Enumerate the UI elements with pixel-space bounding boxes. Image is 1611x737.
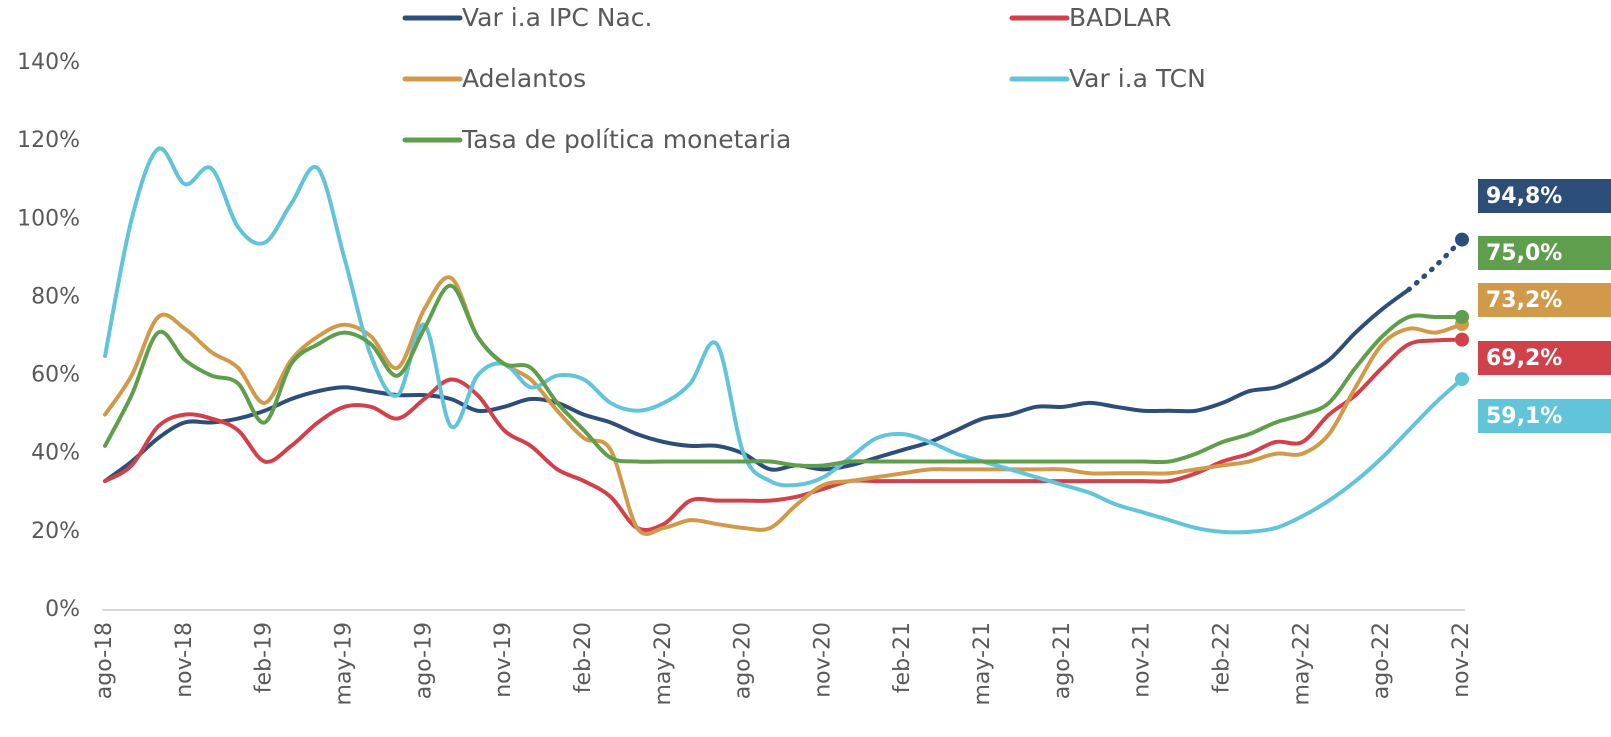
x-tick-label: ago-22 xyxy=(1369,622,1394,699)
y-tick-label: 140% xyxy=(17,50,80,75)
value-label: 73,2% xyxy=(1486,288,1562,313)
y-tick-label: 100% xyxy=(17,206,80,231)
value-label-box xyxy=(1478,341,1611,375)
value-label-box xyxy=(1478,283,1611,317)
value-label-box xyxy=(1478,179,1611,213)
x-tick-label: nov-18 xyxy=(172,622,197,698)
x-tick-label: ago-18 xyxy=(92,622,117,699)
x-tick-label: feb-19 xyxy=(252,622,277,693)
y-tick-label: 80% xyxy=(31,284,80,309)
y-tick-label: 60% xyxy=(31,363,80,388)
series-line xyxy=(103,337,1464,532)
x-tick-label: ago-20 xyxy=(731,622,756,699)
y-tick-label: 20% xyxy=(31,519,80,544)
x-tick-label: may-21 xyxy=(970,622,995,705)
series-line xyxy=(103,275,1464,537)
value-label: 75,0% xyxy=(1486,241,1562,266)
y-tick-label: 0% xyxy=(45,597,80,622)
x-tick-label: nov-21 xyxy=(1130,622,1155,698)
value-label-box xyxy=(1478,236,1611,270)
series-line xyxy=(103,283,1464,468)
legend-label: Var i.a TCN xyxy=(1069,64,1206,93)
end-point xyxy=(1455,309,1469,324)
legend-label: Tasa de política monetaria xyxy=(461,125,791,154)
series-line xyxy=(103,287,1411,484)
x-tick-label: feb-22 xyxy=(1210,622,1235,693)
x-tick-label: may-20 xyxy=(651,622,676,705)
x-tick-label: may-22 xyxy=(1289,622,1314,705)
x-tick-label: nov-22 xyxy=(1449,622,1474,698)
legend-label: Var i.a IPC Nac. xyxy=(462,3,652,32)
x-tick-label: feb-20 xyxy=(571,622,596,693)
y-tick-label: 40% xyxy=(31,441,80,466)
x-tick-label: nov-19 xyxy=(491,622,516,698)
value-label: 69,2% xyxy=(1486,346,1562,371)
legend-label: BADLAR xyxy=(1069,3,1171,32)
value-label: 94,8% xyxy=(1486,184,1562,209)
value-label: 59,1% xyxy=(1486,404,1562,429)
x-tick-label: feb-21 xyxy=(890,622,915,693)
value-label-box xyxy=(1478,399,1611,433)
series-line xyxy=(103,146,1464,535)
series-line-dotted xyxy=(1406,237,1465,293)
y-tick-label: 120% xyxy=(17,128,80,153)
x-tick-label: nov-20 xyxy=(810,622,835,698)
end-point xyxy=(1455,232,1469,247)
x-tick-label: ago-19 xyxy=(411,622,436,699)
x-tick-label: ago-21 xyxy=(1050,622,1075,699)
legend-label: Adelantos xyxy=(462,64,586,93)
x-tick-label: may-19 xyxy=(331,622,356,705)
end-point xyxy=(1455,332,1469,347)
end-point xyxy=(1455,372,1469,387)
